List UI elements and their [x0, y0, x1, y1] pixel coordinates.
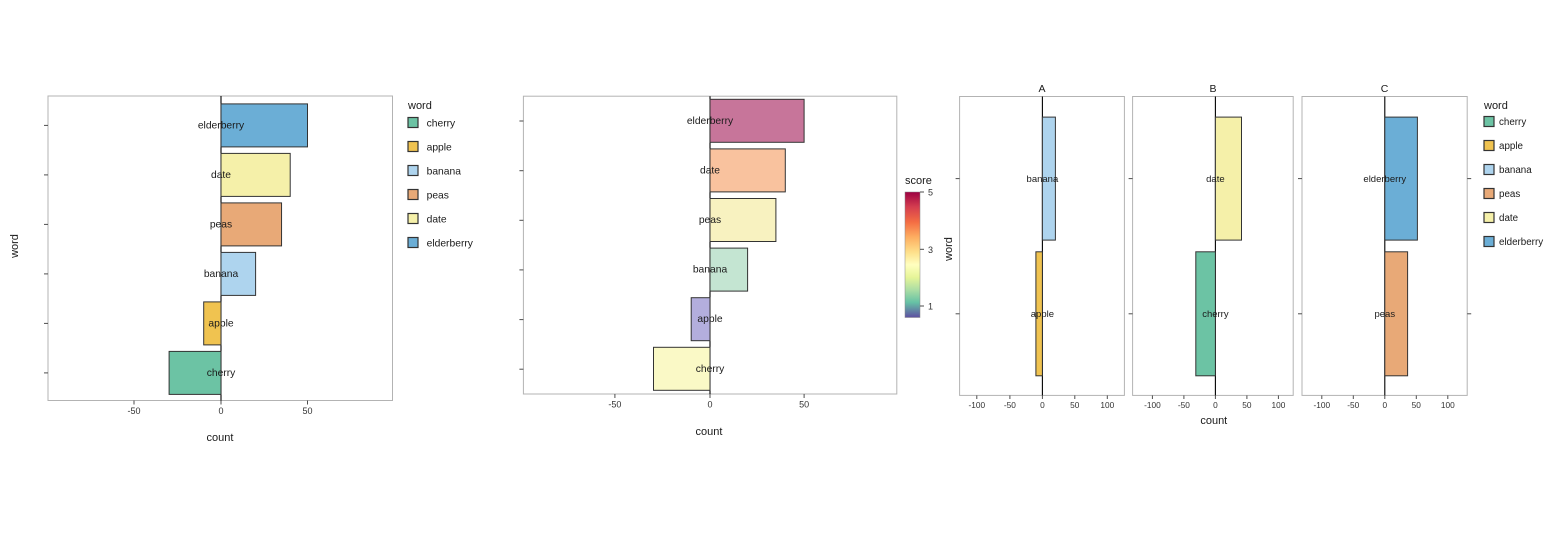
- svg-text:peas: peas: [1374, 309, 1395, 320]
- svg-text:50: 50: [1242, 400, 1252, 410]
- svg-text:count: count: [1200, 415, 1227, 427]
- svg-text:0: 0: [1382, 400, 1387, 410]
- svg-text:B: B: [1209, 83, 1216, 95]
- svg-text:elderberry: elderberry: [687, 116, 734, 127]
- svg-text:-50: -50: [1178, 400, 1190, 410]
- svg-text:count: count: [207, 432, 234, 444]
- svg-text:-50: -50: [1004, 400, 1016, 410]
- svg-text:cherry: cherry: [1499, 117, 1526, 128]
- svg-text:peas: peas: [1499, 189, 1520, 200]
- svg-text:apple: apple: [208, 318, 233, 329]
- svg-text:cherry: cherry: [1202, 309, 1229, 320]
- svg-text:0: 0: [707, 400, 712, 410]
- svg-text:date: date: [1499, 213, 1519, 224]
- svg-text:elderberry: elderberry: [1499, 237, 1543, 248]
- svg-text:0: 0: [218, 406, 223, 416]
- svg-text:0: 0: [1213, 400, 1218, 410]
- svg-text:-100: -100: [968, 400, 985, 410]
- svg-text:elderberry: elderberry: [1363, 174, 1406, 185]
- svg-text:elderberry: elderberry: [198, 120, 245, 131]
- svg-text:5: 5: [928, 188, 933, 198]
- svg-text:50: 50: [1412, 400, 1422, 410]
- svg-text:100: 100: [1271, 400, 1285, 410]
- svg-text:date: date: [211, 170, 231, 181]
- svg-text:50: 50: [1070, 400, 1080, 410]
- svg-text:date: date: [1206, 174, 1225, 185]
- svg-text:peas: peas: [427, 191, 449, 202]
- svg-text:word: word: [943, 237, 955, 262]
- svg-text:banana: banana: [693, 265, 728, 276]
- svg-text:apple: apple: [697, 314, 722, 325]
- svg-text:date: date: [700, 165, 720, 176]
- svg-text:50: 50: [799, 400, 809, 410]
- svg-text:elderberry: elderberry: [427, 239, 474, 250]
- svg-text:cherry: cherry: [427, 119, 456, 130]
- svg-text:banana: banana: [1499, 165, 1532, 176]
- svg-text:-100: -100: [1144, 400, 1161, 410]
- svg-text:1: 1: [928, 302, 933, 312]
- svg-text:banana: banana: [1027, 174, 1059, 185]
- svg-text:count: count: [696, 426, 723, 438]
- svg-text:3: 3: [928, 245, 933, 255]
- svg-text:apple: apple: [1031, 309, 1054, 320]
- svg-text:score: score: [905, 175, 932, 187]
- svg-text:banana: banana: [427, 167, 462, 178]
- svg-text:100: 100: [1100, 400, 1114, 410]
- svg-text:100: 100: [1441, 400, 1455, 410]
- svg-text:A: A: [1038, 83, 1045, 95]
- svg-text:C: C: [1381, 83, 1389, 95]
- svg-text:-50: -50: [127, 406, 140, 416]
- svg-text:50: 50: [302, 406, 312, 416]
- svg-text:-50: -50: [608, 400, 621, 410]
- svg-text:apple: apple: [427, 143, 452, 154]
- svg-text:word: word: [407, 100, 432, 112]
- svg-text:date: date: [427, 215, 447, 226]
- svg-text:banana: banana: [204, 269, 239, 280]
- svg-text:0: 0: [1040, 400, 1045, 410]
- svg-text:apple: apple: [1499, 141, 1524, 152]
- svg-text:cherry: cherry: [207, 368, 236, 379]
- svg-text:word: word: [9, 234, 21, 259]
- svg-text:-50: -50: [1347, 400, 1359, 410]
- svg-text:word: word: [1483, 100, 1508, 112]
- svg-text:peas: peas: [699, 215, 721, 226]
- svg-text:peas: peas: [210, 219, 232, 230]
- svg-text:cherry: cherry: [696, 364, 725, 375]
- svg-text:-100: -100: [1313, 400, 1330, 410]
